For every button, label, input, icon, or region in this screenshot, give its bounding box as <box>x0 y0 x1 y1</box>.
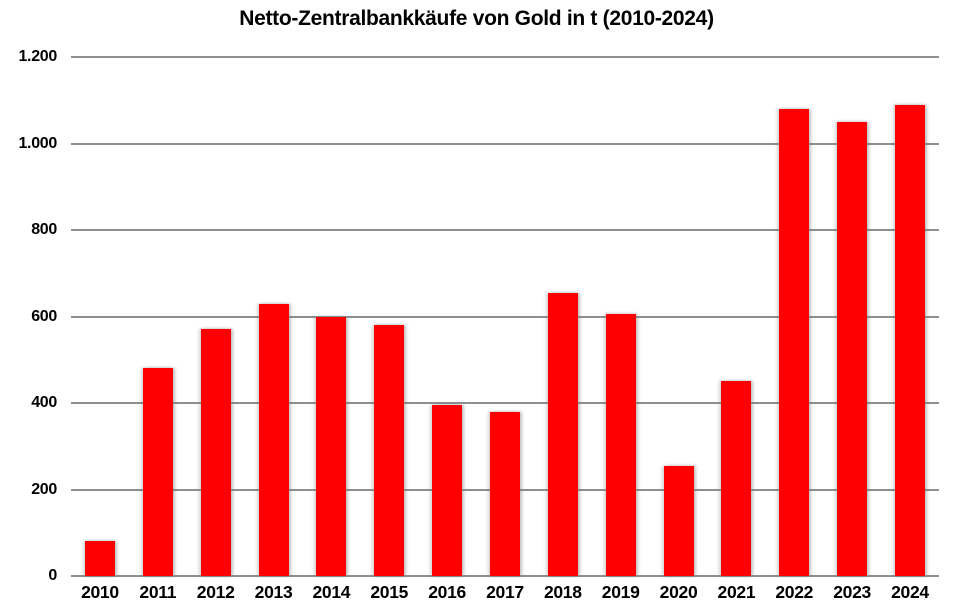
bar <box>721 381 752 576</box>
bar-slot <box>418 57 476 576</box>
y-axis-tick-label: 400 <box>31 394 57 411</box>
bar <box>374 325 405 576</box>
bar-slot <box>476 57 534 576</box>
x-axis-tick-label: 2018 <box>543 582 582 602</box>
y-axis-tick-label: 600 <box>31 307 57 325</box>
x-axis-tick-label: 2014 <box>312 582 351 602</box>
bar <box>837 121 868 576</box>
gridline <box>71 56 939 58</box>
bar <box>663 465 694 576</box>
bar-slot <box>129 57 187 576</box>
x-axis-tick-label: 2023 <box>833 582 871 602</box>
bar-slot <box>187 57 245 576</box>
bar <box>258 303 289 576</box>
y-axis-tick-label: 1.200 <box>18 48 57 65</box>
bar <box>200 329 231 576</box>
x-axis-tick-label: 2020 <box>659 582 698 602</box>
bar <box>779 108 810 576</box>
x-axis-tick-label: 2016 <box>428 582 466 602</box>
bar-slot <box>71 57 129 576</box>
gridline <box>71 402 939 404</box>
bar-slot <box>765 57 823 576</box>
bar-slot <box>881 57 939 576</box>
x-axis: 2010 2011 2012 2013 2014 2015 2016 2017 2018 2019… <box>71 582 939 603</box>
x-axis-tick-label: 2011 <box>139 582 177 602</box>
bar-slot <box>245 57 303 576</box>
x-axis-tick-label: 2022 <box>775 582 814 602</box>
bar-slot <box>592 57 650 576</box>
x-axis-tick-label: 2024 <box>891 582 929 602</box>
y-axis-tick-label: 1.000 <box>18 134 57 152</box>
x-axis-tick-label: 2021 <box>717 582 756 602</box>
bar <box>84 541 115 576</box>
bar-series <box>71 57 939 576</box>
bar <box>547 292 578 576</box>
x-axis-tick-label: 2019 <box>601 582 640 602</box>
gridline <box>71 575 939 577</box>
x-axis-tick-label: 2015 <box>370 582 409 602</box>
y-axis-tick-label: 0 <box>48 567 57 584</box>
bar <box>432 405 463 576</box>
bar-slot <box>707 57 765 576</box>
bar-slot <box>534 57 592 576</box>
y-axis: 0 200 400 600 800 1.000 1.200 <box>0 48 57 584</box>
bar-slot <box>360 57 418 576</box>
y-axis-tick-label: 800 <box>31 221 57 238</box>
gridline <box>71 315 939 318</box>
bar-slot <box>650 57 708 576</box>
gridline <box>71 229 939 231</box>
bar-slot <box>302 57 360 576</box>
x-axis-tick-label: 2017 <box>486 582 524 602</box>
plot-area <box>71 56 939 577</box>
bar <box>142 368 173 576</box>
y-axis-tick-label: 200 <box>31 480 57 498</box>
bar <box>489 411 520 576</box>
bar <box>316 316 347 576</box>
bar-slot <box>823 57 881 576</box>
gridline <box>71 142 939 145</box>
chart-title: Netto-Zentralbankkäufe von Gold in t (20… <box>239 7 714 30</box>
bar <box>894 104 925 576</box>
x-axis-tick-label: 2010 <box>81 582 119 602</box>
x-axis-tick-label: 2013 <box>254 582 293 602</box>
bar <box>605 314 636 576</box>
x-axis-tick-label: 2012 <box>196 582 235 602</box>
